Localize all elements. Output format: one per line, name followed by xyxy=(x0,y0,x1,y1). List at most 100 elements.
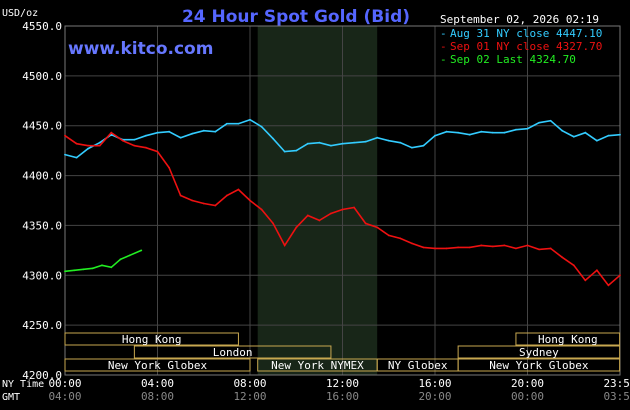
data-point xyxy=(133,144,136,147)
data-point xyxy=(503,244,506,247)
x-tick-labels: 00:0004:0008:0012:0016:0020:0023:5904:00… xyxy=(48,377,630,403)
data-point xyxy=(468,133,471,136)
data-point xyxy=(341,142,344,145)
session-bar xyxy=(64,332,239,346)
data-point xyxy=(119,258,122,261)
data-point xyxy=(619,133,621,136)
data-point xyxy=(434,247,436,250)
data-point xyxy=(64,270,66,273)
session-bar xyxy=(515,332,621,346)
y-tick-label: 4300.0 xyxy=(22,269,62,282)
data-point xyxy=(260,208,263,211)
data-point xyxy=(237,188,240,191)
legend-marker: - xyxy=(440,53,447,66)
data-point xyxy=(410,242,413,245)
data-point xyxy=(202,129,205,132)
nymex-shaded-region xyxy=(257,26,378,375)
data-point xyxy=(515,247,517,250)
data-point xyxy=(140,249,143,252)
data-point xyxy=(387,139,390,142)
session-label: Sydney xyxy=(519,346,559,359)
gmt-label: GMT xyxy=(2,392,20,403)
data-point xyxy=(82,268,85,271)
data-point xyxy=(410,146,413,149)
data-point xyxy=(445,247,448,250)
data-point xyxy=(87,147,90,150)
chart-title: 24 Hour Spot Gold (Bid) xyxy=(182,7,410,27)
session-bar xyxy=(457,358,621,372)
data-point xyxy=(295,226,298,229)
data-point xyxy=(202,202,205,205)
data-point xyxy=(75,142,78,145)
data-point xyxy=(91,267,94,270)
data-point xyxy=(561,256,564,259)
data-point xyxy=(260,125,263,128)
data-point xyxy=(422,144,425,147)
data-point xyxy=(445,130,448,133)
data-point xyxy=(110,131,113,134)
data-point xyxy=(480,244,483,247)
data-point xyxy=(468,246,471,249)
data-point xyxy=(101,264,103,267)
data-point xyxy=(156,150,159,153)
y-tick-label: 4400.0 xyxy=(22,170,62,183)
data-point xyxy=(595,269,598,272)
data-point xyxy=(249,199,251,202)
data-point xyxy=(64,153,66,156)
data-point xyxy=(619,274,621,277)
data-point xyxy=(318,141,321,144)
data-point xyxy=(237,122,240,125)
data-point xyxy=(145,146,147,149)
y-tick-label: 4200.0 xyxy=(22,369,62,382)
data-point xyxy=(399,237,402,240)
data-point xyxy=(434,134,436,137)
data-point xyxy=(73,269,76,272)
data-point xyxy=(515,128,517,131)
session-label: New York NYMEX xyxy=(271,359,364,372)
data-point xyxy=(179,194,182,197)
x-tick-label-ny: 20:00 xyxy=(511,377,544,390)
data-point xyxy=(214,204,217,207)
x-tick-label-gmt: 00:00 xyxy=(511,390,544,403)
data-point xyxy=(607,134,610,137)
x-tick-label-ny: 04:00 xyxy=(141,377,174,390)
data-point xyxy=(98,141,101,144)
legend-entry: Sep 02 Last 4324.70 xyxy=(450,53,576,66)
y-tick-label: 4550.0 xyxy=(22,20,62,33)
data-point xyxy=(306,142,309,145)
data-point xyxy=(364,222,367,225)
x-tick-label-ny: 08:00 xyxy=(233,377,266,390)
x-tick-label-gmt: 16:00 xyxy=(326,390,359,403)
shaded-region xyxy=(257,26,378,375)
data-point xyxy=(422,246,425,249)
y-tick-label: 4350.0 xyxy=(22,219,62,232)
legend-marker: - xyxy=(440,27,447,40)
data-point xyxy=(572,264,575,267)
legend-entry: Aug 31 NY close 4447.10 xyxy=(450,27,602,40)
data-point xyxy=(318,219,321,222)
data-point xyxy=(330,144,332,147)
data-point xyxy=(561,129,564,132)
data-point xyxy=(457,131,460,134)
session-bar xyxy=(133,345,332,359)
legend: - Aug 31 NY close 4447.10- Sep 01 NY close… xyxy=(440,27,602,66)
data-point xyxy=(549,119,552,122)
data-point xyxy=(156,131,159,134)
session-label: London xyxy=(213,346,253,359)
data-point xyxy=(491,131,494,134)
y-unit-label: USD/oz xyxy=(2,8,38,19)
data-point xyxy=(538,248,540,251)
data-point xyxy=(353,141,355,144)
session-bar xyxy=(457,345,621,359)
x-tick-label-ny: 00:00 xyxy=(48,377,81,390)
data-point xyxy=(526,127,529,130)
data-point xyxy=(376,136,379,139)
session-bar xyxy=(64,358,251,372)
data-point xyxy=(225,122,228,125)
x-tick-label-ny: 23:59 xyxy=(603,377,630,390)
data-point xyxy=(272,137,275,140)
data-point xyxy=(538,121,540,124)
y-tick-label: 4250.0 xyxy=(22,319,62,332)
